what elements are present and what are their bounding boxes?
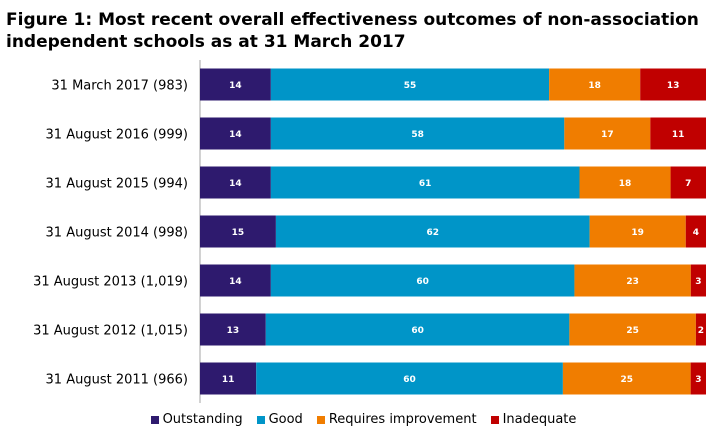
- bar-segment-outstanding: [200, 362, 257, 395]
- bar-segment-good: [270, 117, 565, 150]
- legend-item: Inadequate: [490, 412, 577, 427]
- legend-item: Good: [256, 412, 303, 427]
- category-label: 31 August 2015 (994): [46, 177, 188, 192]
- chart-title-line-2: independent schools as at 31 March 2017: [6, 32, 406, 52]
- bar-segment-inadequate: [690, 362, 706, 395]
- bar-segment-outstanding: [200, 68, 271, 101]
- bar-segment-outstanding: [200, 117, 271, 150]
- legend-swatch: [490, 415, 499, 424]
- legend-item: Requires improvement: [316, 412, 477, 427]
- legend-swatch: [316, 415, 325, 424]
- bar-segment-inadequate: [695, 313, 706, 346]
- bar-segment-requires-improvement: [562, 362, 691, 395]
- data-label: 55: [404, 81, 417, 91]
- chart-legend: Outstanding Good Requires improvement Inade…: [0, 412, 727, 427]
- category-label: 31 August 2014 (998): [46, 226, 188, 241]
- legend-item: Outstanding: [150, 412, 243, 427]
- bar-segment-inadequate: [640, 68, 706, 101]
- chart-title: Figure 1: Most recent overall effectiven…: [6, 9, 721, 53]
- data-label: 14: [229, 130, 242, 140]
- data-label: 13: [227, 326, 240, 336]
- data-label: 11: [672, 130, 685, 140]
- bar-segment-inadequate: [670, 166, 706, 199]
- data-label: 14: [229, 179, 242, 189]
- legend-label: Outstanding: [162, 412, 243, 427]
- bar-segment-outstanding: [200, 215, 276, 248]
- legend-swatch: [256, 415, 265, 424]
- data-label: 60: [403, 375, 416, 385]
- bar-segment-good: [270, 166, 580, 199]
- bar-segment-inadequate: [690, 264, 706, 297]
- bar-segment-requires-improvement: [589, 215, 686, 248]
- data-label: 15: [232, 228, 245, 238]
- bar-segment-inadequate: [650, 117, 706, 150]
- category-label: 31 August 2013 (1,019): [33, 275, 188, 290]
- bar-segment-requires-improvement: [579, 166, 671, 199]
- data-label: 2: [698, 326, 704, 336]
- bar-segment-good: [270, 68, 550, 101]
- legend-label: Inadequate: [502, 412, 577, 427]
- chart-title-line-1: Figure 1: Most recent overall effectiven…: [6, 10, 699, 30]
- legend-label: Good: [268, 412, 303, 427]
- bar-segment-outstanding: [200, 264, 271, 297]
- data-label: 14: [229, 277, 242, 287]
- bar-segment-good: [265, 313, 570, 346]
- data-label: 60: [416, 277, 429, 287]
- data-label: 7: [685, 179, 691, 189]
- data-label: 19: [631, 228, 644, 238]
- data-label: 25: [626, 326, 639, 336]
- data-label: 3: [695, 277, 701, 287]
- bar-segment-inadequate: [685, 215, 706, 248]
- data-label: 58: [411, 130, 424, 140]
- data-label: 3: [695, 375, 701, 385]
- data-label: 61: [419, 179, 432, 189]
- data-label: 14: [229, 81, 242, 91]
- data-label: 62: [426, 228, 439, 238]
- bar-segment-requires-improvement: [569, 313, 696, 346]
- category-label: 31 August 2011 (966): [46, 373, 188, 388]
- bar-segment-good: [256, 362, 563, 395]
- category-label: 31 March 2017 (983): [51, 79, 188, 94]
- data-label: 11: [222, 375, 235, 385]
- bar-segment-outstanding: [200, 166, 271, 199]
- bar-segment-requires-improvement: [549, 68, 641, 101]
- data-label: 13: [667, 81, 680, 91]
- bar-segment-requires-improvement: [574, 264, 691, 297]
- data-label: 18: [619, 179, 632, 189]
- data-label: 4: [693, 228, 699, 238]
- legend-swatch: [150, 415, 159, 424]
- data-label: 17: [601, 130, 614, 140]
- data-label: 25: [621, 375, 634, 385]
- category-label: 31 August 2016 (999): [46, 128, 188, 143]
- bar-segment-outstanding: [200, 313, 266, 346]
- legend-label: Requires improvement: [328, 412, 477, 427]
- bar-segment-good: [275, 215, 590, 248]
- bar-segment-requires-improvement: [564, 117, 651, 150]
- data-label: 23: [626, 277, 639, 287]
- data-label: 18: [588, 81, 601, 91]
- bar-segment-good: [270, 264, 575, 297]
- category-label: 31 August 2012 (1,015): [33, 324, 188, 339]
- data-label: 60: [411, 326, 424, 336]
